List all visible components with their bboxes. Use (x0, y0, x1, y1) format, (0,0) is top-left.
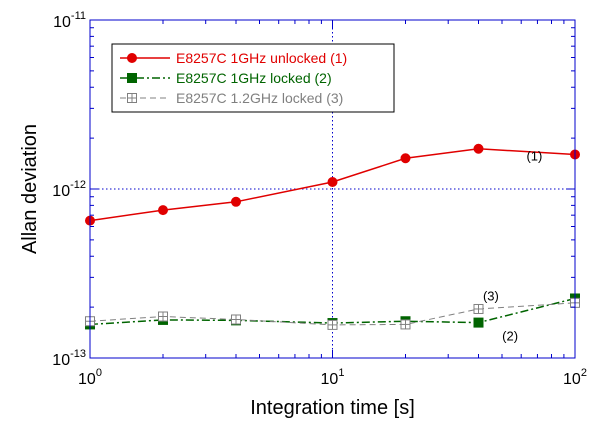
curve-annotation: (3) (483, 288, 499, 303)
legend-label: E8257C 1GHz unlocked (1) (176, 50, 347, 66)
x-tick-label: 102 (563, 367, 587, 388)
series-1-point (157, 205, 168, 216)
y-tick-exponent: -11 (71, 10, 86, 22)
y-tick-base: 10 (53, 14, 71, 31)
legend: E8257C 1GHz unlocked (1) E8257C 1GHz lock… (111, 43, 395, 113)
x-axis-label: Integration time [s] (250, 397, 415, 419)
legend-marker (127, 73, 137, 83)
series-3-point (230, 314, 241, 325)
legend-item-2: E8257C 1GHz locked (2) (120, 70, 332, 86)
y-axis-label: Allan deviation (19, 124, 41, 254)
curve-annotation: (1) (526, 148, 542, 163)
x-tick-exponent: 2 (581, 367, 587, 379)
series-3-point (327, 319, 338, 330)
y-tick-label: 10-12 (52, 179, 86, 200)
series-2-point (473, 317, 484, 328)
legend-item-1: E8257C 1GHz unlocked (1) (120, 50, 347, 66)
curve-annotation: (2) (502, 328, 518, 343)
series-3-point (157, 311, 168, 322)
x-tick-exponent: 1 (338, 367, 344, 379)
y-tick-exponent: -13 (70, 348, 86, 360)
series-1-point (327, 177, 338, 188)
legend-item-3: E8257C 1.2GHz locked (3) (120, 90, 343, 106)
x-tick-base: 10 (321, 371, 339, 388)
legend-marker (127, 53, 137, 63)
legend-label: E8257C 1.2GHz locked (3) (176, 90, 343, 106)
legend-marker (127, 93, 137, 103)
x-tick-base: 10 (78, 371, 96, 388)
series-1-point (473, 143, 484, 154)
legend-label: E8257C 1GHz locked (2) (176, 70, 332, 86)
annotations: (1) (2) (3) (483, 148, 542, 343)
series-1-point (400, 153, 411, 164)
x-tick-base: 10 (563, 371, 581, 388)
y-tick-label: 10-13 (52, 348, 86, 369)
y-tick-base: 10 (52, 352, 70, 369)
x-tick-exponent: 0 (96, 367, 102, 379)
y-tick-label: 10-11 (53, 10, 86, 31)
x-tick-label: 101 (321, 367, 345, 388)
y-tick-base: 10 (52, 183, 70, 200)
y-tick-exponent: -12 (70, 179, 86, 191)
x-tick-label: 100 (78, 367, 102, 388)
series-1-point (230, 196, 241, 207)
series-3-point (473, 303, 484, 314)
series-3-point (400, 319, 411, 330)
